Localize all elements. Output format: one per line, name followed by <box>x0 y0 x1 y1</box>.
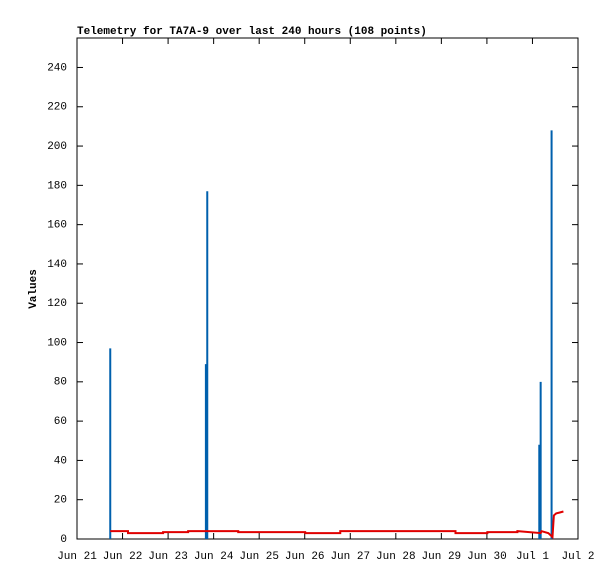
y-tick-label: 200 <box>47 141 67 153</box>
y-tick-label: 220 <box>47 102 67 114</box>
x-tick-label: Jun 21 <box>57 551 97 563</box>
x-tick-label: Jun 30 <box>467 551 507 563</box>
x-tick-label: Jun 28 <box>376 551 416 563</box>
y-tick-label: 180 <box>47 180 67 192</box>
x-tick-label: Jun 24 <box>194 551 234 563</box>
x-tick-label: Jun 29 <box>422 551 462 563</box>
x-tick-label: Jun 22 <box>103 551 143 563</box>
y-tick-label: 40 <box>54 455 67 467</box>
plot-frame <box>76 37 579 540</box>
x-tick-label: Jun 27 <box>330 551 370 563</box>
y-tick-label: 100 <box>47 337 67 349</box>
x-tick-label: Jul 1 <box>516 551 549 563</box>
y-tick-label: 20 <box>54 495 67 507</box>
x-tick-label: Jun 25 <box>239 551 279 563</box>
y-tick-label: 80 <box>54 377 67 389</box>
y-tick-label: 160 <box>47 220 67 232</box>
x-tick-label: Jun 23 <box>148 551 188 563</box>
y-tick-label: 60 <box>54 416 67 428</box>
x-tick-label: Jun 26 <box>285 551 325 563</box>
y-axis-label: Values <box>28 269 40 309</box>
series-line <box>110 510 564 540</box>
y-tick-label: 120 <box>47 298 67 310</box>
y-tick-label: 0 <box>60 534 67 546</box>
chart-title: Telemetry for TA7A-9 over last 240 hours… <box>77 26 427 38</box>
y-tick-label: 240 <box>47 62 67 74</box>
y-tick-label: 140 <box>47 259 67 271</box>
x-tick-label: Jul 2 <box>561 551 594 563</box>
